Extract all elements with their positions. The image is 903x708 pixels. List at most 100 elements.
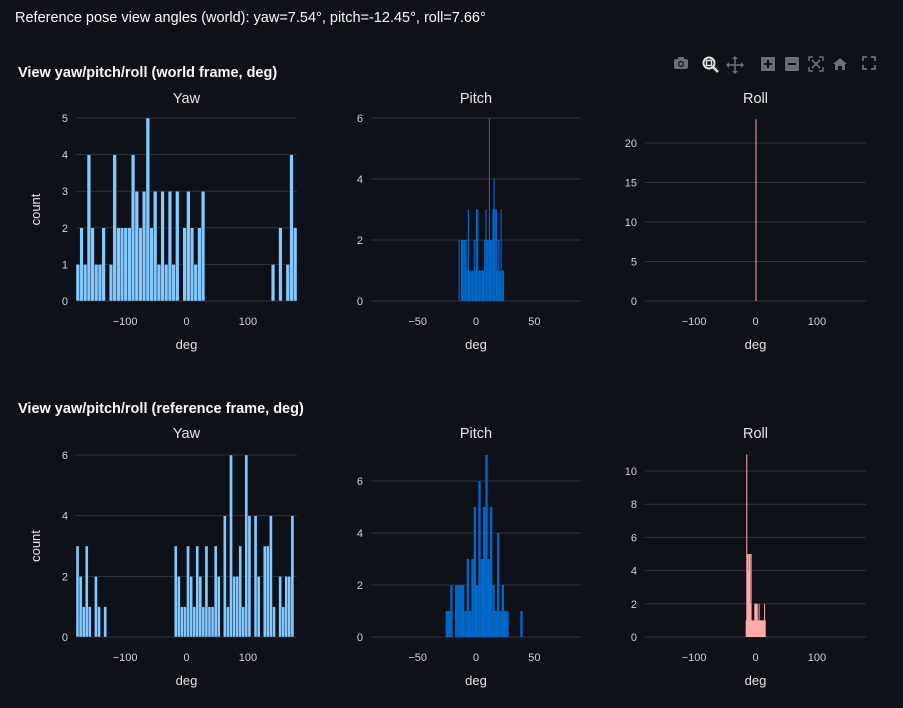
chart-reference-pitch-bar [473, 507, 476, 637]
chart-reference-roll-bar [746, 554, 748, 637]
chart-world-pitch-bar [458, 240, 460, 301]
chart-world-roll-x-tick-label: 100 [808, 316, 826, 328]
chart-world-yaw-bar [90, 227, 95, 302]
chart-reference-pitch-bar [462, 585, 465, 637]
chart-reference-yaw-bar [238, 545, 242, 638]
chart-reference-roll-bar [754, 603, 756, 637]
chart-reference-roll-y-tick-label: 10 [625, 466, 637, 478]
chart-reference-roll-bar [752, 620, 754, 637]
chart-reference-yaw-bar [192, 606, 196, 638]
chart-reference-yaw-bar [216, 576, 221, 638]
chart-reference-yaw-bar [213, 545, 218, 638]
chart-reference-yaw-bar [174, 545, 178, 638]
chart-reference-yaw-x-tick-label: −100 [113, 652, 138, 664]
chart-world-pitch-bar [464, 240, 466, 301]
chart-world-pitch-bar [474, 270, 476, 301]
chart-reference-yaw-bar [244, 454, 249, 638]
chart-reference-roll-bar [749, 554, 751, 637]
fullscreen-icon[interactable] [860, 56, 878, 74]
chart-reference-roll-bar [759, 620, 761, 637]
chart-reference-pitch-bar [478, 481, 481, 637]
chart-reference-pitch-bar [485, 455, 488, 637]
chart-world-yaw-title: Yaw [173, 91, 201, 107]
chart-world-pitch-bar [495, 209, 497, 301]
chart-world-pitch-x-axis-label: deg [465, 337, 487, 352]
chart-reference-roll-bar [748, 570, 750, 637]
zoom-out-icon[interactable] [783, 56, 801, 74]
chart-reference-roll-bar [761, 620, 763, 637]
chart-reference-pitch-bar [466, 559, 469, 637]
chart-reference-yaw-x-tick-label: 0 [183, 652, 189, 664]
chart-world-pitch-y-tick-label: 0 [357, 296, 363, 308]
chart-world-yaw-y-axis-label: count [28, 193, 43, 225]
chart-reference-pitch-bar [501, 585, 504, 637]
chart-world-yaw-bar [97, 264, 102, 302]
chart-world-yaw-bar [145, 117, 150, 302]
chart-reference-pitch-bar [494, 611, 497, 637]
chart-world-pitch-bar [485, 209, 487, 301]
home-icon[interactable] [831, 56, 849, 74]
zoom-in-icon[interactable] [759, 56, 777, 74]
chart-world-yaw-bar [112, 154, 117, 302]
chart-reference-roll-bar [749, 603, 751, 637]
chart-reference-roll-x-tick-label: 100 [808, 652, 826, 664]
chart-world-pitch-bar [501, 270, 503, 301]
chart-world-yaw-y-tick-label: 4 [62, 150, 68, 162]
chart-world-pitch-bar [472, 270, 474, 301]
chart-world-yaw-y-tick-label: 0 [62, 296, 68, 308]
chart-world-yaw-bar [285, 264, 290, 302]
chart-reference-yaw-bar [281, 606, 285, 638]
chart-reference-yaw-bar [94, 576, 98, 638]
chart-world-yaw-bar [79, 227, 84, 302]
chart-world-yaw-x-tick-label: 100 [239, 316, 257, 328]
chart-reference-roll-bar [755, 603, 757, 637]
chart-world-yaw-bar [142, 190, 147, 302]
chart-reference-yaw-bar [204, 545, 209, 638]
chart-world-pitch-bar [502, 270, 504, 301]
chart-reference-yaw-bar [229, 454, 233, 638]
chart-world-pitch-bar [479, 270, 481, 301]
chart-reference-roll-bar [757, 620, 759, 637]
chart-reference-pitch-bar [490, 507, 493, 637]
chart-reference-yaw-bar [75, 545, 80, 638]
chart-world-yaw-bar [123, 227, 128, 302]
chart-world-pitch-bar [465, 240, 467, 301]
autoscale-icon[interactable] [807, 56, 825, 74]
plot-toolbar [668, 56, 888, 76]
camera-icon[interactable] [672, 56, 690, 74]
chart-reference-roll-bar [746, 454, 748, 637]
pan-icon[interactable] [726, 56, 744, 74]
chart-world-roll-y-tick-label: 20 [625, 138, 637, 150]
chart-world-pitch-bar [498, 240, 500, 301]
chart-world-yaw-bar [160, 190, 165, 302]
chart-reference-pitch-bar [471, 559, 474, 637]
chart-world-pitch-y-tick-label: 2 [357, 235, 363, 247]
chart-world-pitch-bar [460, 240, 462, 301]
chart-reference-yaw-bar [263, 545, 267, 638]
chart-reference-yaw-bar [78, 576, 83, 638]
chart-reference-pitch-bar [520, 611, 523, 637]
chart-reference-yaw-bar [253, 515, 258, 638]
chart-reference-roll-bar [762, 620, 764, 637]
chart-world-roll-bar [755, 119, 757, 301]
chart-reference-pitch-bar [457, 585, 460, 637]
chart-world-pitch-bar [490, 240, 492, 301]
chart-reference-pitch-x-axis-label: deg [465, 673, 487, 688]
chart-world-roll-x-axis-label: deg [745, 337, 767, 352]
chart-reference-pitch-bar [504, 611, 507, 637]
chart-reference-yaw-bar [278, 576, 282, 638]
chart-world-pitch-bar [478, 270, 480, 301]
chart-world-yaw-x-tick-label: 0 [183, 316, 189, 328]
chart-reference-roll-y-tick-label: 8 [631, 499, 637, 511]
chart-world-pitch-bar [481, 270, 483, 301]
chart-reference-yaw-bar [198, 576, 203, 638]
chart-world-roll-y-tick-label: 15 [625, 178, 637, 190]
zoom-icon[interactable] [702, 56, 720, 74]
chart-world-roll-y-tick-label: 5 [631, 257, 637, 269]
chart-world-pitch-bar [499, 270, 501, 301]
chart-world-yaw-bar [197, 227, 202, 302]
chart-reference-yaw-bar [256, 576, 261, 638]
chart-reference-roll-bar [748, 554, 750, 637]
chart-world-yaw-bar [278, 227, 283, 302]
chart-world-pitch-y-tick-label: 6 [357, 113, 363, 125]
